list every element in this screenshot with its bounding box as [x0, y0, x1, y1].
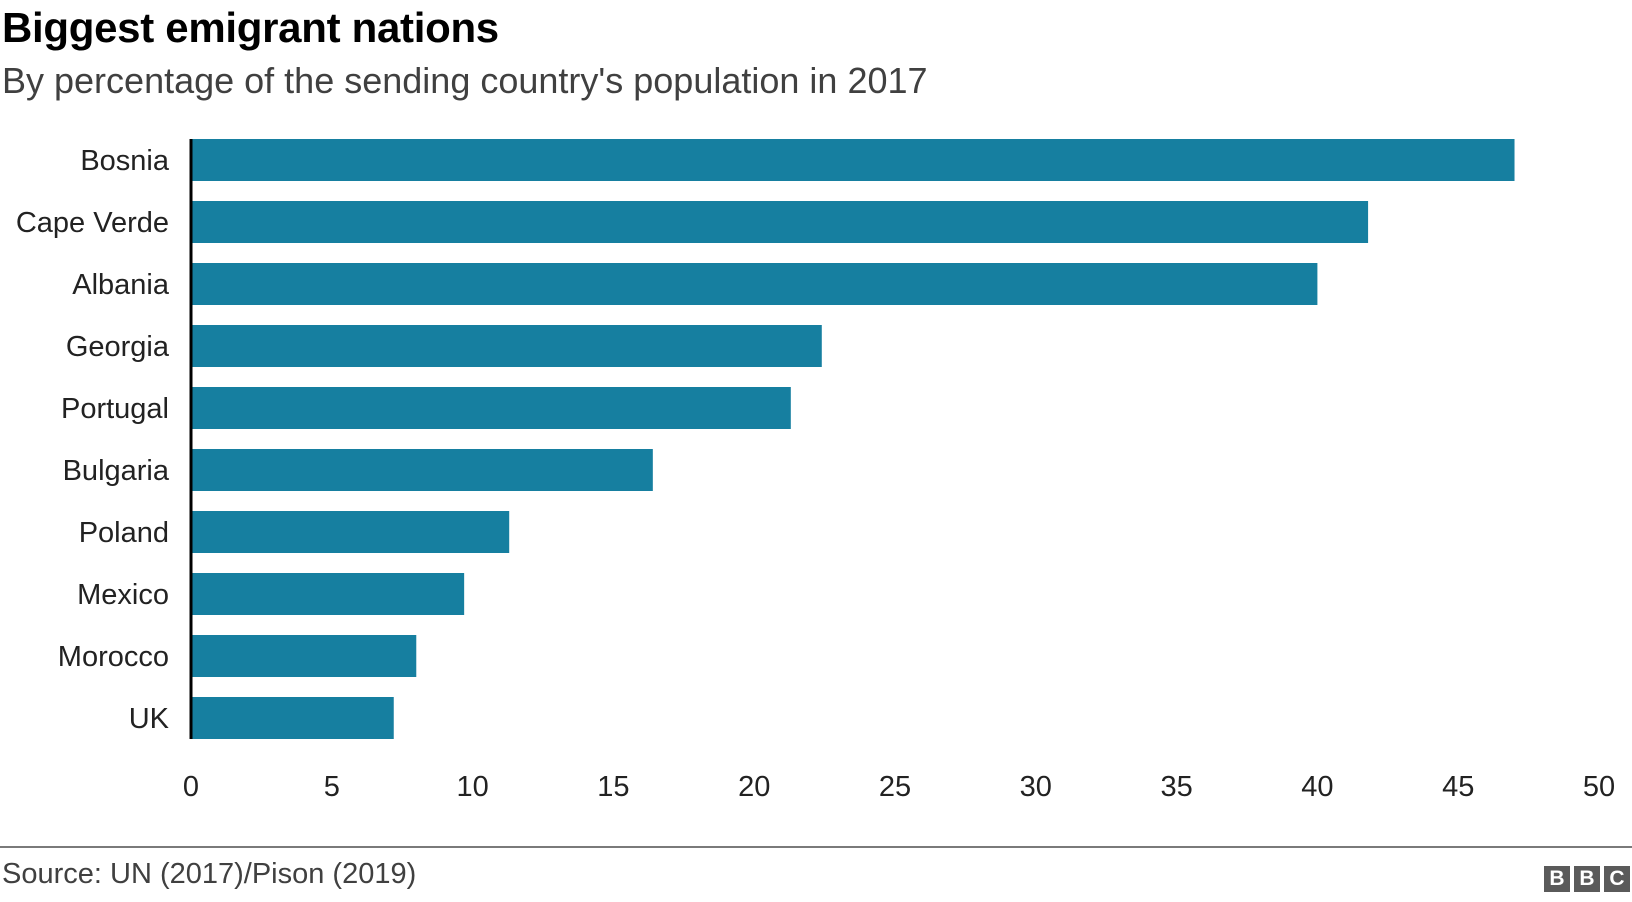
category-label: Portugal	[61, 393, 169, 425]
category-label: Bulgaria	[63, 455, 170, 487]
chart-title: Biggest emigrant nations	[2, 4, 499, 51]
category-label: Albania	[72, 269, 170, 301]
x-tick-label: 0	[183, 771, 199, 803]
category-label: Poland	[79, 517, 169, 549]
logo-letter: B	[1574, 866, 1600, 892]
x-tick-label: 5	[324, 771, 340, 803]
source-note: Source: UN (2017)/Pison (2019)	[2, 858, 417, 890]
category-label: Mexico	[77, 579, 169, 611]
bars-group	[192, 139, 1515, 739]
bar-cape-verde	[192, 201, 1369, 243]
x-tick-label: 10	[456, 771, 488, 803]
x-tick-label: 20	[738, 771, 770, 803]
bar-bulgaria	[192, 449, 653, 491]
category-label: Georgia	[66, 331, 170, 363]
bar-morocco	[192, 635, 417, 677]
x-tick-label: 15	[597, 771, 629, 803]
x-tick-label: 40	[1301, 771, 1333, 803]
x-tick-label: 30	[1020, 771, 1052, 803]
category-label: Cape Verde	[16, 207, 169, 239]
x-tick-label: 45	[1442, 771, 1474, 803]
bar-georgia	[192, 325, 822, 367]
x-tick-labels: 0 5 10 15 20 25 30 35 40 45 50	[183, 771, 1615, 803]
category-label: Morocco	[58, 641, 169, 673]
logo-letter: C	[1604, 866, 1630, 892]
bar-mexico	[192, 573, 465, 615]
bar-uk	[192, 697, 394, 739]
bar-chart: Bosnia Cape Verde Albania Georgia Portugal Bu…	[16, 139, 1615, 803]
x-tick-label: 35	[1160, 771, 1192, 803]
category-label: Bosnia	[80, 145, 170, 177]
bbc-logo: B B C	[1544, 866, 1630, 892]
footer-divider	[0, 846, 1632, 848]
logo-letter: B	[1544, 866, 1570, 892]
x-tick-label: 50	[1583, 771, 1615, 803]
chart-subtitle: By percentage of the sending country's p…	[2, 60, 928, 101]
category-label: UK	[129, 703, 170, 735]
bar-bosnia	[192, 139, 1515, 181]
x-tick-label: 25	[879, 771, 911, 803]
bar-albania	[192, 263, 1318, 305]
bar-portugal	[192, 387, 791, 429]
category-labels: Bosnia Cape Verde Albania Georgia Portugal Bu…	[16, 145, 170, 735]
bar-poland	[192, 511, 510, 553]
